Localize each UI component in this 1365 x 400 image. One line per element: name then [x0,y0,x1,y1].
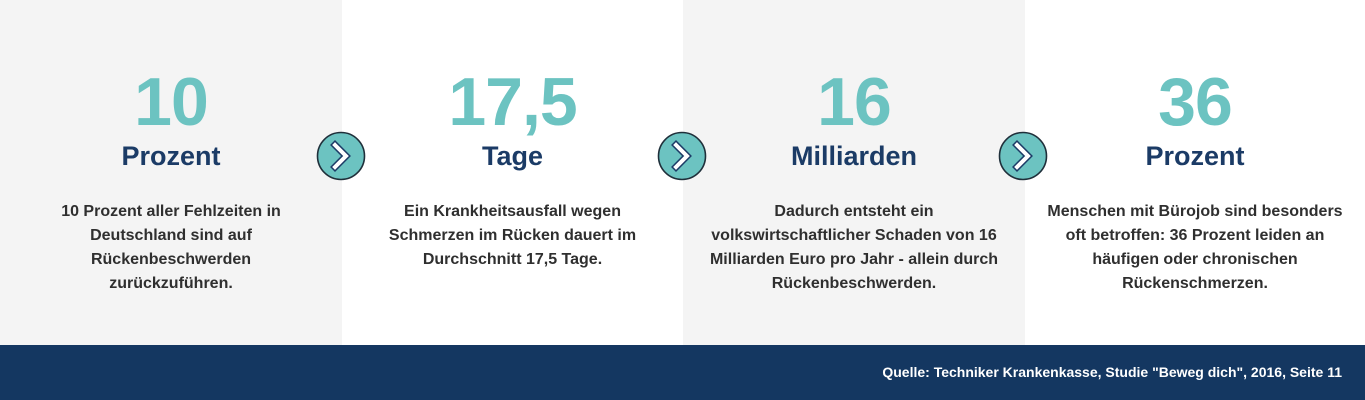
stat-unit: Prozent [1145,141,1245,171]
stats-row: 10 Prozent 10 Prozent aller Fehlzeiten i… [0,0,1365,345]
stat-number: 16 [817,64,892,140]
stat-unit: Tage [481,141,543,171]
source-citation: Quelle: Techniker Krankenkasse, Studie "… [882,364,1342,380]
stat-description: Dadurch entsteht ein volkswirtschaftlich… [709,203,999,292]
stat-card-office-workers: 36 Prozent Menschen mit Bürojob sind bes… [1025,5,1365,345]
stat-description: Ein Krankheitsausfall wegen Schmerzen im… [388,203,637,268]
chevron-right-icon [998,131,1048,181]
stat-number: 17,5 [448,64,577,140]
chevron-right-icon [657,131,707,181]
chevron-right-icon [316,131,366,181]
stat-number: 10 [134,64,209,140]
stat-card-absence-share: 10 Prozent 10 Prozent aller Fehlzeiten i… [0,0,342,345]
stat-unit: Prozent [121,141,221,171]
stat-unit: Milliarden [790,141,918,171]
stat-number: 36 [1158,64,1233,140]
stat-card-economic-damage: 16 Milliarden Dadurch entsteht ein volks… [683,0,1025,345]
stat-description: 10 Prozent aller Fehlzeiten in Deutschla… [61,203,281,292]
stat-card-sick-days: 17,5 Tage Ein Krankheitsausfall wegen Sc… [342,5,683,345]
stat-description: Menschen mit Bürojob sind besonders oft … [1047,203,1343,292]
source-footer: Quelle: Techniker Krankenkasse, Studie "… [0,345,1365,400]
